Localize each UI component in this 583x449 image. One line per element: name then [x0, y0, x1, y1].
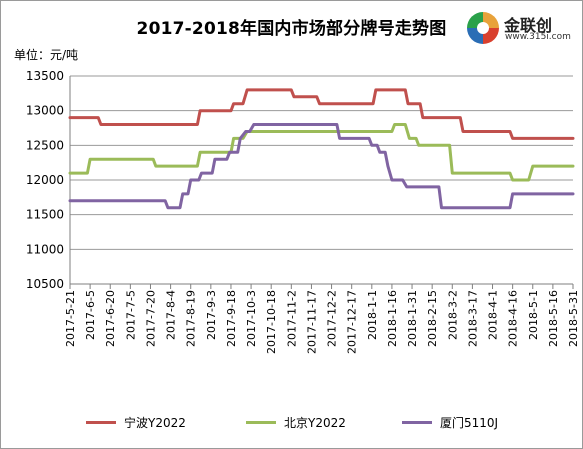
x-tick-label: 2017-8-4 — [165, 290, 178, 340]
logo-mark-icon — [467, 12, 499, 44]
legend-swatch-beijing — [246, 421, 276, 424]
x-tick-label: 2017-7-20 — [144, 290, 157, 347]
x-tick-label: 2017-5-21 — [64, 290, 77, 347]
x-tick-label: 2018-5-1 — [527, 290, 540, 340]
x-tick-label: 2018-4-16 — [507, 290, 520, 347]
series-line-1 — [68, 123, 575, 182]
x-tick-label: 2017-7-5 — [124, 290, 137, 340]
x-tick-label: 2018-1-1 — [366, 290, 379, 340]
legend-label-beijing: 北京Y2022 — [284, 416, 346, 430]
x-tick-label: 2018-4-1 — [487, 290, 500, 340]
logo-name: 金联创 — [504, 16, 553, 35]
x-tick-label: 2018-3-17 — [466, 290, 479, 347]
y-axis-unit-label: 单位：元/吨 — [14, 48, 79, 62]
y-tick-label: 11500 — [26, 208, 64, 222]
y-tick-label: 10500 — [26, 277, 64, 291]
legend-swatch-xiamen — [402, 421, 432, 424]
chart-title: 2017-2018年国内市场部分牌号走势图 — [136, 19, 447, 39]
y-tick-label: 12000 — [26, 173, 64, 187]
x-tick-label: 2017-8-19 — [185, 290, 198, 347]
series-line-0 — [68, 88, 575, 140]
y-tick-label: 12500 — [26, 138, 64, 152]
y-tick-label: 11000 — [26, 242, 64, 256]
x-tick-label: 2017-10-18 — [265, 290, 278, 354]
x-tick-label: 2018-1-16 — [386, 290, 399, 347]
x-tick-label: 2018-3-2 — [446, 290, 459, 340]
x-tick-label: 2017-12-2 — [326, 290, 339, 347]
x-tick-label: 2017-10-3 — [245, 290, 258, 347]
y-tick-label: 13000 — [26, 104, 64, 118]
series-line-2 — [68, 123, 575, 210]
x-tick-label: 2017-9-18 — [225, 290, 238, 347]
x-tick-label: 2017-6-5 — [84, 290, 97, 340]
logo-url: www.315i.com — [505, 32, 571, 42]
brand-logo: 金联创 www.315i.com — [465, 10, 575, 50]
x-tick-label: 2017-12-17 — [346, 290, 359, 354]
x-tick-label: 2017-6-20 — [104, 290, 117, 347]
legend-label-xiamen: 厦门5110J — [440, 416, 499, 430]
x-tick-label: 2018-1-31 — [406, 290, 419, 347]
x-tick-label: 2017-9-3 — [205, 290, 218, 340]
y-tick-label: 13500 — [26, 69, 64, 83]
x-tick-label: 2018-5-31 — [567, 290, 580, 347]
x-tick-label: 2018-5-16 — [547, 290, 560, 347]
legend-label-ningbo: 宁波Y2022 — [124, 416, 186, 430]
x-tick-label: 2017-11-2 — [285, 290, 298, 347]
legend-swatch-ningbo — [86, 421, 116, 424]
x-tick-label: 2018-2-15 — [426, 290, 439, 347]
x-tick-label: 2017-11-17 — [305, 290, 318, 354]
